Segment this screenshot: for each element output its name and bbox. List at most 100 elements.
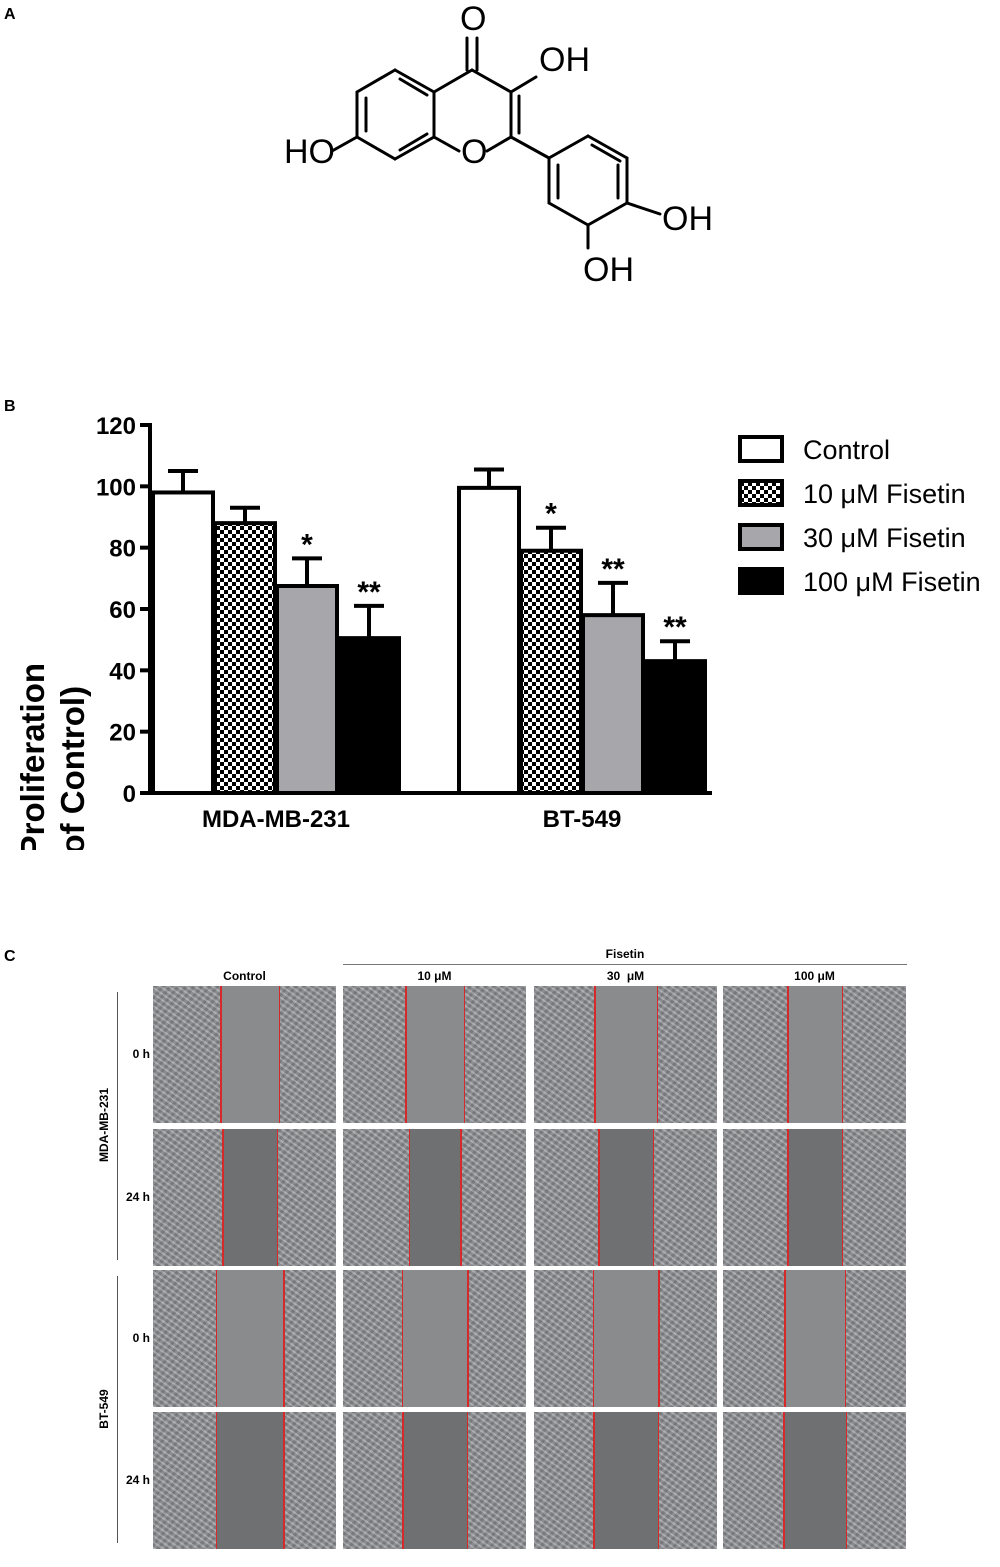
legend-swatch bbox=[738, 567, 784, 595]
cell-line-bracket bbox=[117, 992, 118, 1260]
y-tick-label: 40 bbox=[109, 658, 136, 685]
scratch-assay-panel: Fisetin Control 10 μM 30 μM 100 μM 0 h 24 h 0 h… bbox=[0, 945, 1000, 1567]
scratch-line-left bbox=[222, 1129, 224, 1266]
panel-label-c: C bbox=[4, 948, 16, 965]
fisetin-group-line bbox=[343, 964, 907, 965]
legend-swatch bbox=[738, 523, 784, 551]
significance-label: * bbox=[545, 498, 557, 531]
bar bbox=[275, 584, 339, 795]
ring-oxygen-label: O bbox=[461, 133, 487, 171]
scratch-line-left bbox=[783, 1412, 785, 1549]
scratch-gap bbox=[402, 1412, 467, 1549]
cell-line-label: MDA-MB-231 bbox=[97, 1088, 111, 1163]
scratch-gap bbox=[594, 986, 657, 1123]
y-tick-label: 80 bbox=[109, 536, 136, 563]
scratch-line-left bbox=[220, 986, 222, 1123]
significance-label: ** bbox=[601, 553, 625, 586]
scratch-line-right bbox=[845, 1412, 848, 1549]
scratch-gap bbox=[215, 1412, 284, 1549]
scratch-line-left bbox=[408, 1129, 411, 1266]
hydroxyl-7-label: HO bbox=[284, 133, 335, 171]
scratch-line-left bbox=[787, 986, 789, 1123]
scratch-line-right bbox=[656, 986, 659, 1123]
scratch-line-right bbox=[844, 1270, 847, 1407]
hydroxyl-3prime-label: OH bbox=[583, 251, 634, 289]
scratch-gap bbox=[593, 1412, 658, 1549]
scratch-gap bbox=[787, 986, 842, 1123]
bar bbox=[213, 521, 277, 795]
scratch-line-left bbox=[215, 1270, 218, 1407]
scratch-line-right bbox=[283, 1412, 285, 1549]
panel-label-a: A bbox=[4, 6, 16, 23]
legend-label: 100 μM Fisetin bbox=[803, 567, 981, 597]
legend-label: 10 μM Fisetin bbox=[803, 479, 966, 509]
scratch-line-left bbox=[215, 1412, 218, 1549]
significance-label: ** bbox=[663, 611, 687, 644]
cell-line-label: BT-549 bbox=[97, 1388, 111, 1429]
scratch-gap bbox=[408, 1129, 461, 1266]
bar bbox=[457, 485, 521, 795]
fisetin-group-label: Fisetin bbox=[605, 947, 645, 961]
scratch-line-right bbox=[652, 1129, 655, 1266]
scratch-gap bbox=[783, 1412, 846, 1549]
scratch-line-right bbox=[841, 1129, 844, 1266]
scratch-line-left bbox=[592, 1270, 595, 1407]
scratch-gap bbox=[220, 986, 279, 1123]
bar bbox=[581, 613, 645, 795]
significance-label: * bbox=[301, 528, 313, 561]
legend-label: 30 μM Fisetin bbox=[803, 523, 966, 553]
scratch-gap bbox=[598, 1129, 653, 1266]
legend-label: Control bbox=[803, 435, 890, 465]
scratch-line-right bbox=[466, 1412, 469, 1549]
x-category-label: MDA-MB-231 bbox=[202, 806, 350, 833]
scratch-line-right bbox=[658, 1270, 660, 1407]
scratch-line-left bbox=[787, 1129, 789, 1266]
time-label: 0 h bbox=[132, 1330, 150, 1345]
scratch-line-left bbox=[598, 1129, 600, 1266]
scratch-line-left bbox=[405, 986, 407, 1123]
y-tick-label: 120 bbox=[96, 413, 136, 440]
time-label: 24 h bbox=[125, 1189, 150, 1204]
condition-label: 30 μM bbox=[606, 969, 645, 983]
scratch-line-right bbox=[463, 986, 466, 1123]
scratch-gap bbox=[222, 1129, 277, 1266]
scratch-gap bbox=[784, 1270, 845, 1407]
scratch-gap bbox=[592, 1270, 659, 1407]
bar bbox=[151, 490, 215, 795]
scratch-line-left bbox=[594, 986, 596, 1123]
scratch-line-right bbox=[841, 986, 844, 1123]
fisetin-structure: O O OH HO OH OH bbox=[284, 0, 713, 289]
scratch-line-right bbox=[276, 1129, 279, 1266]
y-tick-label: 0 bbox=[123, 781, 136, 808]
condition-label: 10 μM bbox=[417, 969, 452, 983]
scratch-line-left bbox=[784, 1270, 786, 1407]
bar bbox=[337, 636, 401, 795]
scratch-gap bbox=[405, 986, 464, 1123]
cell-proliferation-chart: Cell Proliferation (% of Control) 0 20 40 6… bbox=[14, 413, 981, 850]
scratch-line-left bbox=[401, 1270, 404, 1407]
y-tick-label: 100 bbox=[96, 474, 136, 501]
y-axis-label-line1: Cell Proliferation bbox=[14, 663, 51, 850]
condition-label: 100 μM bbox=[794, 969, 835, 983]
time-label: 0 h bbox=[132, 1046, 150, 1061]
time-label: 24 h bbox=[125, 1472, 150, 1487]
bar bbox=[643, 659, 707, 795]
scratch-gap bbox=[787, 1129, 842, 1266]
hydroxyl-4prime-label: OH bbox=[662, 200, 713, 238]
carbonyl-oxygen-label: O bbox=[460, 0, 486, 38]
panel-label-b: B bbox=[4, 398, 16, 415]
scratch-line-right bbox=[467, 1270, 469, 1407]
scratch-line-right bbox=[278, 986, 281, 1123]
scratch-line-left bbox=[593, 1412, 595, 1549]
scratch-line-right bbox=[657, 1412, 660, 1549]
legend-swatch bbox=[738, 435, 784, 463]
bar bbox=[519, 548, 583, 795]
x-category-label: BT-549 bbox=[543, 806, 622, 833]
y-tick-label: 20 bbox=[109, 720, 136, 747]
scratch-gap bbox=[215, 1270, 284, 1407]
y-tick-label: 60 bbox=[109, 597, 136, 624]
scratch-line-right bbox=[283, 1270, 285, 1407]
significance-label: ** bbox=[357, 576, 381, 609]
scratch-gap bbox=[401, 1270, 468, 1407]
condition-label: Control bbox=[223, 969, 266, 983]
